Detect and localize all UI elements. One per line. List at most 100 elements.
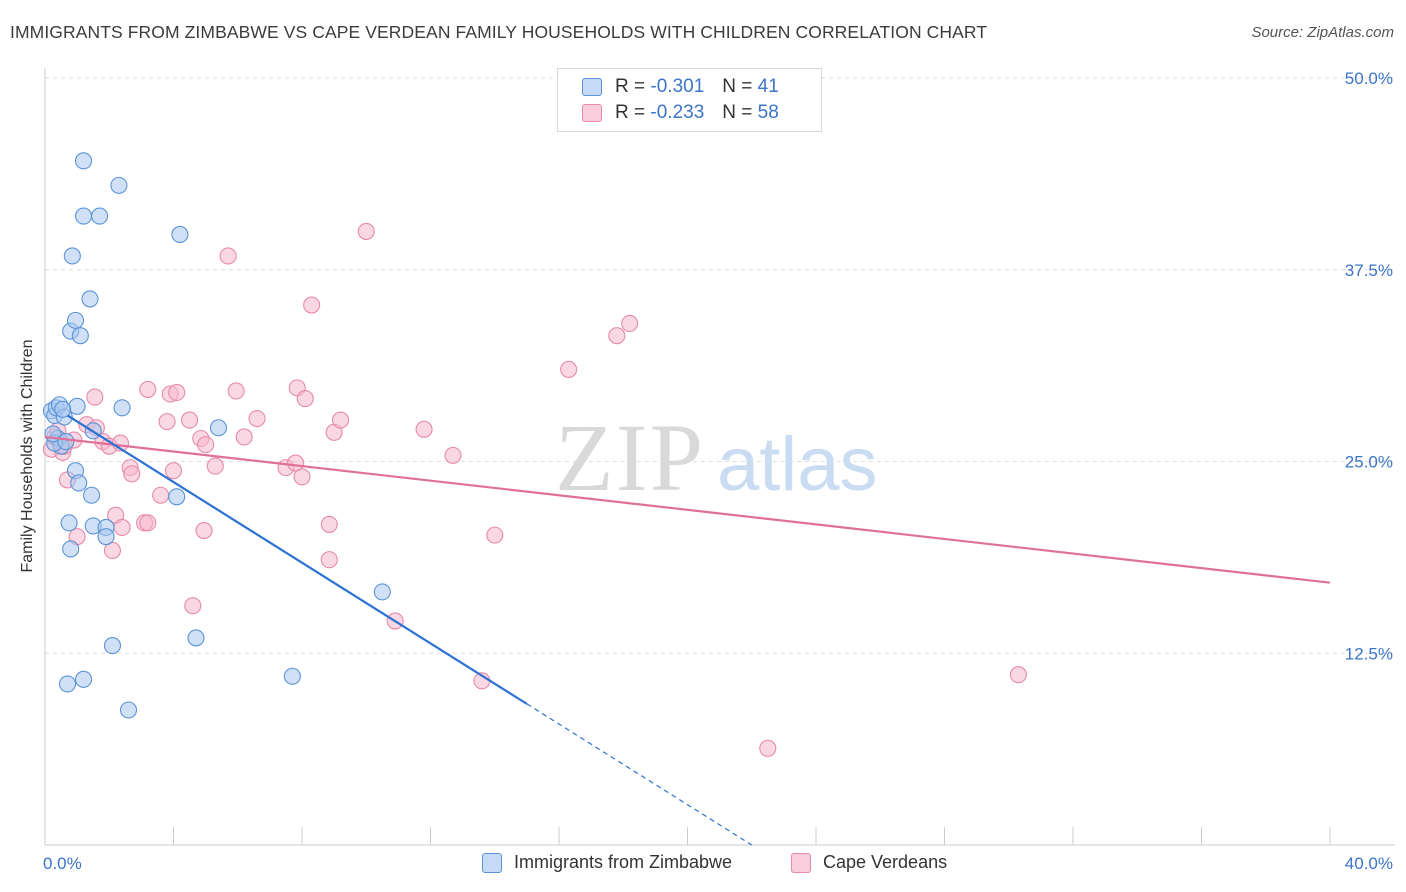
- zimbabwe-point: [83, 486, 101, 504]
- r-label: R =: [615, 76, 646, 97]
- zimbabwe-point: [187, 629, 205, 647]
- cape-verdean-point: [206, 457, 224, 475]
- cape-verdean-point: [164, 462, 183, 480]
- legend-item-cape-verdeans[interactable]: Cape Verdeans: [791, 852, 947, 873]
- y-tick-label: 50.0%: [1345, 69, 1393, 88]
- watermark: ZIP atlas: [555, 404, 878, 511]
- axes: [44, 68, 1395, 846]
- r-value: -0.233: [650, 102, 705, 123]
- legend-item-zimbabwe[interactable]: Immigrants from Zimbabwe: [482, 852, 732, 873]
- zimbabwe-point: [57, 433, 75, 451]
- n-value: 41: [757, 76, 779, 97]
- zimbabwe-point: [54, 400, 72, 418]
- tick-labels: 12.5% 25.0% 37.5% 50.0% 0.0% 40.0%: [43, 69, 1393, 873]
- cape-verdean-point: [248, 409, 266, 428]
- zimbabwe-point: [75, 152, 93, 170]
- stats-row-zimbabwe: R = -0.301 N = 41: [582, 75, 779, 99]
- zimbabwe-point: [168, 488, 186, 506]
- cape-verdean-point: [197, 436, 215, 454]
- x-tick-label: 0.0%: [43, 854, 82, 873]
- zimbabwe-point: [103, 637, 122, 655]
- zimbabwe-point: [91, 207, 109, 225]
- n-value: 58: [757, 102, 779, 123]
- cape-verdean-point: [235, 428, 253, 446]
- legend-label: Cape Verdeans: [823, 852, 948, 872]
- cape-verdean-swatch: [582, 104, 602, 122]
- zimbabwe-point: [66, 311, 85, 329]
- cape-verdean-legend-swatch: [791, 852, 811, 873]
- zimbabwe-point: [119, 701, 138, 719]
- zimbabwe-point: [171, 225, 189, 244]
- n-label: N =: [722, 102, 753, 123]
- zimbabwe-swatch: [582, 78, 602, 96]
- zimbabwe-point: [62, 540, 80, 558]
- y-axis-label: Family Households with Children: [19, 339, 36, 573]
- n-label: N =: [722, 76, 753, 97]
- cape-verdean-point: [486, 526, 504, 544]
- cape-verdean-point: [759, 739, 777, 757]
- zimbabwe-point: [63, 247, 81, 265]
- cape-verdean-point: [181, 411, 199, 429]
- cape-verdean-point: [560, 360, 578, 379]
- chart-title: IMMIGRANTS FROM ZIMBABWE VS CAPE VERDEAN…: [10, 22, 988, 42]
- zimbabwe-point: [71, 327, 89, 345]
- zimbabwe-point: [373, 583, 391, 601]
- legend-label: Immigrants from Zimbabwe: [514, 852, 733, 872]
- cape-verdean-point: [158, 413, 176, 431]
- cape-verdean-point: [219, 247, 237, 265]
- zimbabwe-point: [70, 474, 88, 492]
- cape-verdean-point: [331, 411, 350, 429]
- zimbabwe-point: [75, 670, 93, 688]
- cape-verdean-point: [123, 465, 141, 483]
- zimbabwe-point: [58, 675, 77, 693]
- zimbabwe-point: [68, 397, 86, 415]
- cape-verdean-point: [195, 521, 213, 540]
- cape-verdean-point: [608, 327, 626, 345]
- cape-verdean-point: [113, 518, 131, 537]
- zimbabwe-point: [97, 528, 115, 546]
- cape-verdean-point: [296, 390, 314, 408]
- zimbabwe-point: [209, 419, 228, 437]
- zimbabwe-legend-swatch: [482, 852, 502, 873]
- stats-row-cape-verdean: R = -0.233 N = 58: [582, 101, 779, 125]
- cape-verdean-point: [103, 541, 122, 560]
- x-tick-label: 40.0%: [1345, 854, 1393, 873]
- watermark-atlas: atlas: [717, 422, 878, 507]
- cape-verdean-point: [415, 420, 433, 438]
- cape-verdean-point: [184, 597, 202, 615]
- cape-verdean-point: [320, 515, 338, 533]
- trend-lines: [44, 414, 1331, 846]
- source-label: Source: ZipAtlas.com: [1251, 24, 1394, 41]
- cape-verdean-point: [303, 296, 321, 314]
- zimbabwe-point: [75, 207, 93, 225]
- cape-verdean-point: [227, 382, 245, 400]
- cape-verdean-point: [168, 383, 186, 402]
- cape-verdean-trend-line: [44, 435, 1331, 584]
- r-label: R =: [615, 102, 646, 123]
- cape-verdean-point: [287, 454, 305, 472]
- cape-verdean-point: [86, 388, 104, 406]
- cape-verdean-point: [444, 446, 462, 464]
- zimbabwe-point: [60, 514, 78, 532]
- y-tick-label: 37.5%: [1345, 261, 1393, 280]
- zimbabwe-point: [110, 176, 128, 194]
- zimbabwe-trend-line: [66, 414, 528, 705]
- r-value: -0.301: [650, 76, 705, 97]
- cape-verdean-point: [621, 314, 639, 332]
- cape-verdean-point: [139, 514, 157, 532]
- stats-box: R = -0.301 N = 41 R = -0.233 N = 58: [557, 68, 822, 132]
- cape-verdean-point: [320, 551, 338, 569]
- cape-verdean-point: [152, 486, 170, 504]
- y-tick-label: 25.0%: [1345, 453, 1393, 472]
- zimbabwe-point: [113, 399, 131, 417]
- cape-verdean-point: [293, 468, 311, 486]
- watermark-zip: ZIP: [555, 404, 705, 511]
- cape-verdean-point: [139, 380, 157, 398]
- cape-verdean-point: [1009, 666, 1027, 684]
- zimbabwe-point: [283, 667, 301, 685]
- cape-verdean-point: [357, 222, 375, 240]
- y-tick-label: 12.5%: [1345, 644, 1393, 663]
- zimbabwe-trend-line-extension: [526, 703, 753, 846]
- zimbabwe-point: [81, 290, 99, 308]
